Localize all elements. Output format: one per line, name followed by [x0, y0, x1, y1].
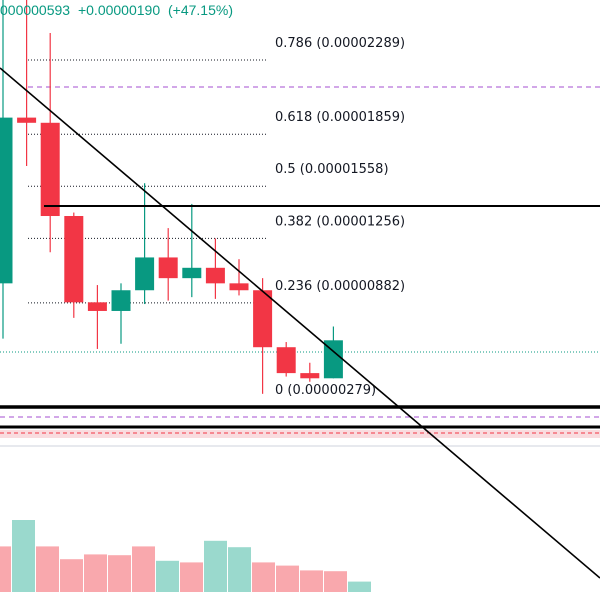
candle-body — [300, 373, 320, 379]
volume-bar — [132, 546, 155, 592]
candle — [64, 212, 84, 318]
fibonacci-levels: 0.786 (0.00002289) 0.618 (0.00001859) 0.5 … — [28, 36, 405, 398]
volume-bar — [228, 547, 251, 592]
volume-bar — [156, 560, 179, 592]
fib-label: 0.5 (0.00001558) — [275, 162, 389, 177]
candle — [135, 183, 155, 305]
volume-bar — [12, 520, 35, 592]
background-lines — [0, 86, 600, 447]
candle — [87, 285, 107, 349]
candle-body — [40, 122, 60, 217]
candle — [229, 259, 249, 296]
volume-bar — [276, 565, 299, 592]
volume-bar — [300, 570, 323, 592]
volume-bar — [252, 562, 275, 592]
candle-body — [64, 216, 84, 303]
volume-bar — [84, 554, 107, 592]
candle-body — [276, 347, 296, 374]
candle — [0, 0, 13, 339]
volume-bar — [0, 546, 11, 592]
fib-label: 0.786 (0.00002289) — [275, 36, 405, 51]
volume-bar — [108, 555, 131, 592]
candle-body — [87, 302, 107, 311]
candle — [182, 203, 202, 298]
candle-body — [253, 290, 273, 348]
trendline — [0, 67, 600, 579]
candle — [276, 342, 296, 377]
candle-body — [17, 117, 37, 123]
candle-body — [182, 267, 202, 279]
volume-bar — [36, 546, 59, 592]
support-band — [0, 430, 600, 438]
candle — [205, 238, 225, 299]
candle — [158, 228, 178, 301]
candle — [40, 33, 60, 253]
volume-bar — [204, 540, 227, 592]
volume-bars — [0, 520, 371, 592]
candle-body — [111, 290, 131, 311]
candle — [17, 0, 37, 166]
volume-bar — [324, 571, 347, 592]
candle — [111, 283, 131, 344]
volume-bar — [348, 581, 371, 592]
candle — [300, 362, 320, 382]
volume-bar — [60, 559, 83, 592]
candle-body — [158, 257, 178, 279]
candle-body — [205, 267, 225, 284]
header-change: +0.00000190 — [77, 2, 161, 18]
volume-bar — [180, 562, 203, 592]
price-header: 000000593 +0.00000190 (+47.15%) — [0, 2, 237, 18]
fib-label: 0 (0.00000279) — [275, 383, 376, 398]
fib-label: 0.382 (0.00001256) — [275, 214, 405, 229]
candle-body — [323, 340, 343, 379]
fib-label: 0.236 (0.00000882) — [275, 279, 405, 294]
candles — [0, 0, 343, 394]
candle — [253, 278, 273, 394]
candle-body — [229, 283, 249, 291]
header-price: 000000593 — [0, 2, 71, 18]
candle-body — [135, 257, 155, 291]
candle-body — [0, 117, 13, 284]
fib-label: 0.618 (0.00001859) — [275, 110, 405, 125]
overlay-lines — [0, 67, 600, 579]
header-change-pct: (+47.15%) — [168, 2, 233, 18]
